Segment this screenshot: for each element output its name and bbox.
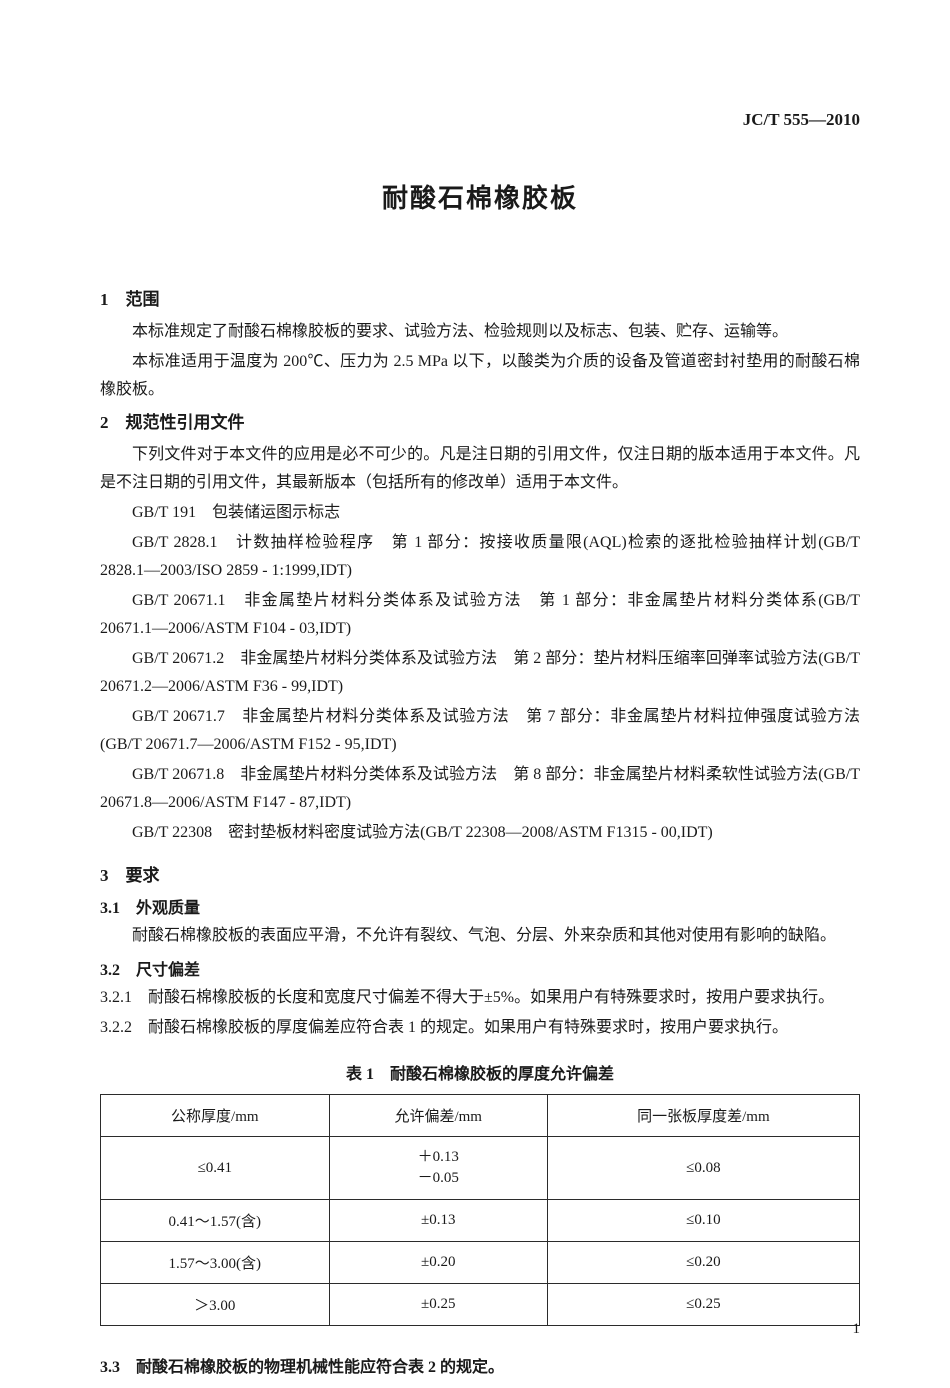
section-1-p2: 本标准适用于温度为 200℃、压力为 2.5 MPa 以下，以酸类为介质的设备及… xyxy=(100,348,860,404)
section-3-2-head: 3.2 尺寸偏差 xyxy=(100,956,860,980)
ref-1: GB/T 191 包装储运图示标志 xyxy=(100,499,860,527)
ref-2: GB/T 2828.1 计数抽样检验程序 第 1 部分：按接收质量限(AQL)检… xyxy=(100,529,860,585)
table-row: 0.41～1.57(含) ±0.13 ≤0.10 xyxy=(101,1200,860,1242)
table-cell: ＋0.13 －0.05 xyxy=(329,1137,547,1200)
table-header-cell: 同一张板厚度差/mm xyxy=(547,1095,859,1137)
table-cell: ±0.20 xyxy=(329,1242,547,1284)
document-code: JC/T 555—2010 xyxy=(100,110,860,130)
page-number: 1 xyxy=(853,1321,861,1338)
table-row: 1.57～3.00(含) ±0.20 ≤0.20 xyxy=(101,1242,860,1284)
ref-3: GB/T 20671.1 非金属垫片材料分类体系及试验方法 第 1 部分：非金属… xyxy=(100,587,860,643)
table-cell: ±0.13 xyxy=(329,1200,547,1242)
table-cell: ≤0.41 xyxy=(101,1137,330,1200)
section-3-2-2: 3.2.2 耐酸石棉橡胶板的厚度偏差应符合表 1 的规定。如果用户有特殊要求时，… xyxy=(100,1014,860,1042)
ref-7: GB/T 22308 密封垫板材料密度试验方法(GB/T 22308—2008/… xyxy=(100,819,860,847)
section-2-head: 2 规范性引用文件 xyxy=(100,408,860,433)
table-cell: ≤0.25 xyxy=(547,1284,859,1326)
tolerance-plus: ＋0.13 xyxy=(338,1147,539,1168)
table-header-cell: 公称厚度/mm xyxy=(101,1095,330,1137)
section-1-head: 1 范围 xyxy=(100,285,860,310)
page: JC/T 555—2010 耐酸石棉橡胶板 1 范围 本标准规定了耐酸石棉橡胶板… xyxy=(0,0,950,1388)
section-2-p1: 下列文件对于本文件的应用是必不可少的。凡是注日期的引用文件，仅注日期的版本适用于… xyxy=(100,441,860,497)
section-3-head: 3 要求 xyxy=(100,861,860,886)
ref-5: GB/T 20671.7 非金属垫片材料分类体系及试验方法 第 7 部分：非金属… xyxy=(100,703,860,759)
table-row: ＞3.00 ±0.25 ≤0.25 xyxy=(101,1284,860,1326)
table-cell: ≤0.08 xyxy=(547,1137,859,1200)
table-row: 公称厚度/mm 允许偏差/mm 同一张板厚度差/mm xyxy=(101,1095,860,1137)
ref-4: GB/T 20671.2 非金属垫片材料分类体系及试验方法 第 2 部分：垫片材… xyxy=(100,645,860,701)
table-cell: ≤0.10 xyxy=(547,1200,859,1242)
table-cell: 0.41～1.57(含) xyxy=(101,1200,330,1242)
document-title: 耐酸石棉橡胶板 xyxy=(100,178,860,215)
table-cell: 1.57～3.00(含) xyxy=(101,1242,330,1284)
section-3-3: 3.3 耐酸石棉橡胶板的物理机械性能应符合表 2 的规定。 xyxy=(100,1354,860,1382)
section-3-1-head: 3.1 外观质量 xyxy=(100,894,860,918)
table-row: ≤0.41 ＋0.13 －0.05 ≤0.08 xyxy=(101,1137,860,1200)
table-1-caption: 表 1 耐酸石棉橡胶板的厚度允许偏差 xyxy=(100,1060,860,1084)
table-cell: ≤0.20 xyxy=(547,1242,859,1284)
ref-6: GB/T 20671.8 非金属垫片材料分类体系及试验方法 第 8 部分：非金属… xyxy=(100,761,860,817)
section-3-1-p: 耐酸石棉橡胶板的表面应平滑，不允许有裂纹、气泡、分层、外来杂质和其他对使用有影响… xyxy=(100,922,860,950)
table-1: 公称厚度/mm 允许偏差/mm 同一张板厚度差/mm ≤0.41 ＋0.13 －… xyxy=(100,1094,860,1326)
table-cell: ±0.25 xyxy=(329,1284,547,1326)
tolerance-minus: －0.05 xyxy=(338,1168,539,1189)
section-3-2-1: 3.2.1 耐酸石棉橡胶板的长度和宽度尺寸偏差不得大于±5%。如果用户有特殊要求… xyxy=(100,984,860,1012)
table-cell: ＞3.00 xyxy=(101,1284,330,1326)
table-header-cell: 允许偏差/mm xyxy=(329,1095,547,1137)
section-1-p1: 本标准规定了耐酸石棉橡胶板的要求、试验方法、检验规则以及标志、包装、贮存、运输等… xyxy=(100,318,860,346)
